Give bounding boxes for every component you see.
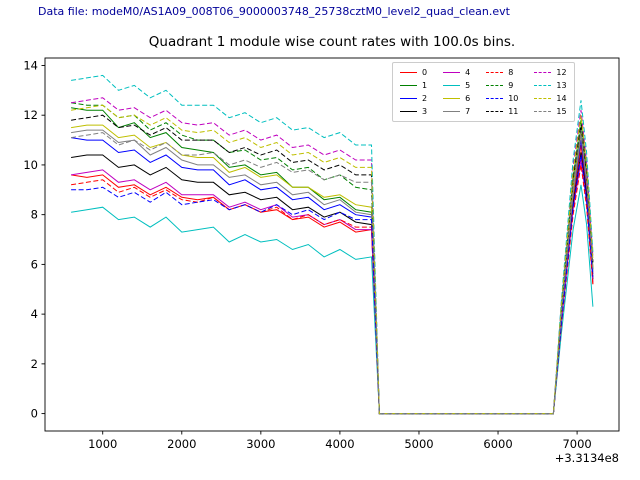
legend-label: 3	[422, 107, 428, 116]
legend-line-sample	[400, 72, 417, 73]
legend-line-sample	[534, 98, 552, 99]
plot-title: Quadrant 1 module wise count rates with …	[148, 34, 516, 50]
legend-line-sample	[534, 111, 552, 112]
legend-item-15: 15	[534, 106, 567, 117]
legend-line-sample	[486, 98, 504, 99]
legend-label: 11	[508, 107, 519, 116]
legend-item-9: 9	[486, 80, 518, 91]
legend-label: 9	[508, 81, 514, 90]
x-tick-label: 6000	[483, 437, 512, 451]
legend-label: 6	[465, 94, 471, 103]
legend-item-14: 14	[534, 93, 567, 104]
axes-frame	[44, 57, 620, 432]
plot-line-15	[71, 130, 594, 415]
plot-line-6	[71, 124, 594, 415]
legend-item-10: 10	[486, 93, 518, 104]
legend-line-sample	[486, 72, 504, 73]
plot-line-12	[71, 97, 594, 415]
plot-line-13	[71, 74, 594, 415]
legend-line-sample	[486, 111, 504, 112]
legend-item-5: 5	[443, 80, 470, 91]
y-tick-label: 10	[23, 158, 38, 172]
plot-line-5	[71, 184, 594, 415]
y-tick-label: 12	[23, 108, 38, 122]
legend-label: 8	[508, 68, 514, 77]
legend-line-sample	[486, 85, 504, 86]
legend-item-0: 0	[400, 67, 427, 78]
x-tick-label: 1000	[88, 437, 117, 451]
legend-item-8: 8	[486, 67, 518, 78]
y-tick-label: 4	[31, 307, 38, 321]
legend-label: 10	[508, 94, 519, 103]
legend-line-sample	[400, 98, 417, 99]
legend-item-12: 12	[534, 67, 567, 78]
plot-line-7	[71, 129, 594, 415]
y-tick-label: 0	[31, 407, 38, 421]
legend-label: 14	[556, 94, 567, 103]
plot-line-14	[71, 104, 594, 415]
x-tick-label: 5000	[404, 437, 433, 451]
y-tick-label: 14	[23, 58, 38, 72]
legend-label: 15	[556, 107, 567, 116]
x-axis-offset-label: +3.3134e8	[554, 451, 619, 465]
plot-line-0	[71, 144, 594, 415]
legend-label: 4	[465, 68, 471, 77]
legend-line-sample	[534, 85, 552, 86]
y-tick-label: 6	[31, 257, 38, 271]
y-tick-label: 2	[31, 357, 38, 371]
legend-item-13: 13	[534, 80, 567, 91]
x-tick-label: 3000	[246, 437, 275, 451]
data-file-label: Data file: modeM0/AS1A09_008T06_90000037…	[38, 5, 510, 18]
legend: 0 1 2 3 4 5 6 7 8 9 10 11 12 13 14 15	[392, 62, 575, 122]
legend-line-sample	[443, 98, 461, 99]
legend-item-4: 4	[443, 67, 470, 78]
legend-label: 13	[556, 81, 567, 90]
legend-item-11: 11	[486, 106, 518, 117]
legend-item-3: 3	[400, 106, 427, 117]
legend-item-2: 2	[400, 93, 427, 104]
plot-line-3	[71, 152, 594, 415]
legend-line-sample	[443, 72, 461, 73]
legend-item-7: 7	[443, 106, 470, 117]
legend-line-sample	[400, 85, 417, 86]
legend-item-1: 1	[400, 80, 427, 91]
x-tick-label: 2000	[167, 437, 196, 451]
plot-line-2	[71, 137, 594, 415]
legend-line-sample	[443, 111, 461, 112]
x-tick-label: 4000	[325, 437, 354, 451]
legend-item-6: 6	[443, 93, 470, 104]
legend-label: 2	[422, 94, 428, 103]
legend-label: 5	[465, 81, 471, 90]
legend-label: 12	[556, 68, 567, 77]
legend-line-sample	[400, 111, 417, 112]
legend-label: 1	[422, 81, 428, 90]
x-tick-label: 7000	[562, 437, 591, 451]
legend-label: 0	[422, 68, 428, 77]
legend-label: 7	[465, 107, 471, 116]
y-tick-label: 8	[31, 208, 38, 222]
plot-line-11	[71, 114, 594, 415]
legend-line-sample	[534, 72, 552, 73]
legend-line-sample	[443, 85, 461, 86]
